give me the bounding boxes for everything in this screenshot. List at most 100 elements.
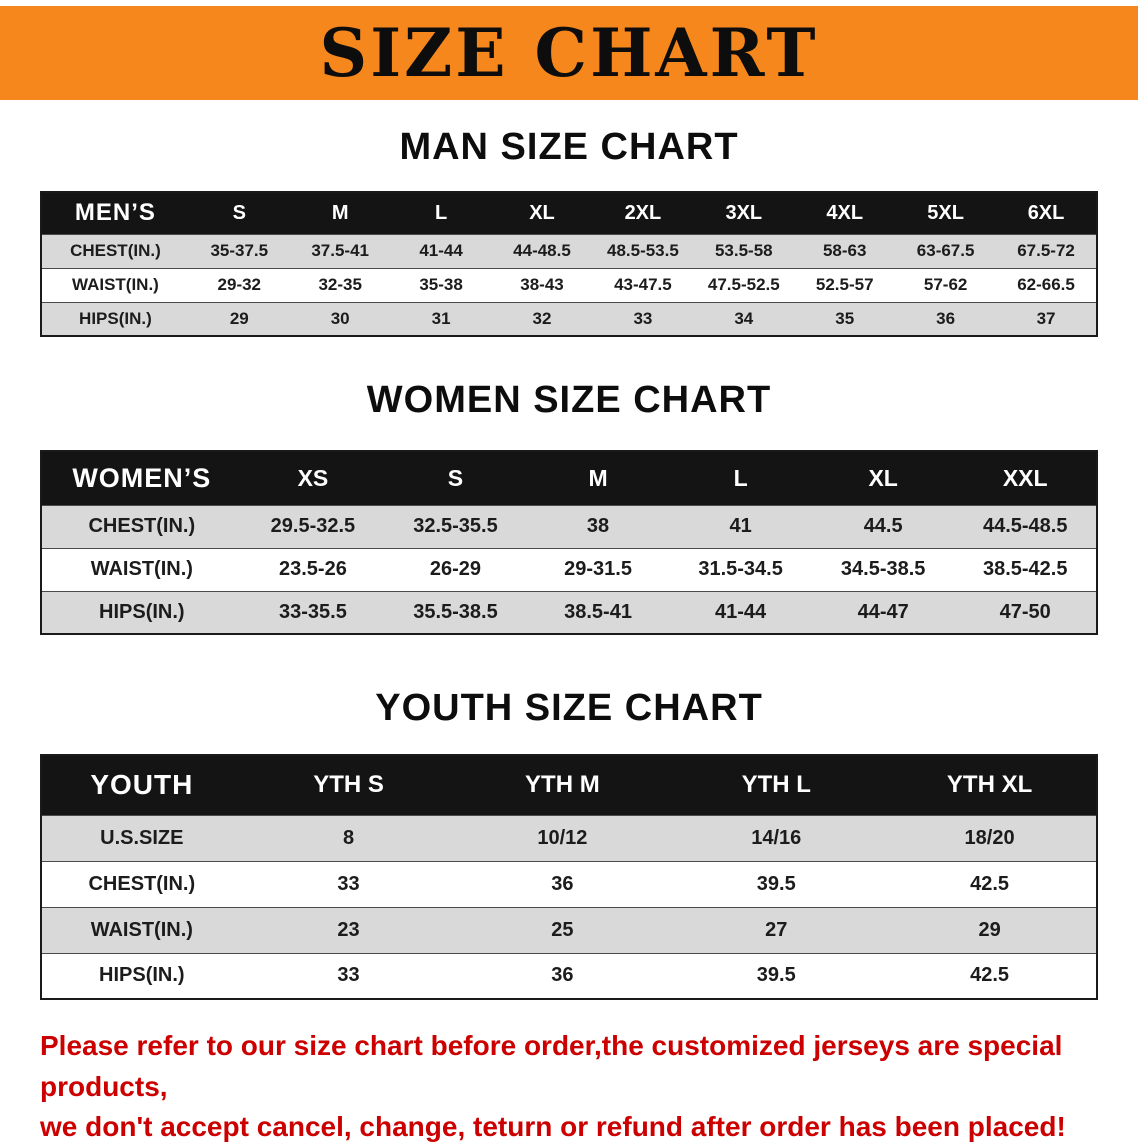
table-header-row: WOMEN’S XS S M L XL XXL [41, 451, 1097, 505]
table-row: CHEST(IN.) 33 36 39.5 42.5 [41, 861, 1097, 907]
table-row: WAIST(IN.) 29-32 32-35 35-38 38-43 43-47.5 47.… [41, 268, 1097, 302]
value-cell: 38.5-41 [564, 600, 632, 623]
size-header-cell: 6XL [1027, 201, 1065, 224]
women-section-heading: WOMEN SIZE CHART [366, 379, 772, 421]
value-cell: 52.5-57 [815, 275, 874, 294]
size-header-cell: YTH S [313, 771, 384, 799]
value-cell: 18/20 [964, 826, 1015, 849]
table-row: U.S.SIZE 8 10/12 14/16 18/20 [41, 815, 1097, 861]
row-label-cell: U.S.SIZE [100, 826, 184, 849]
value-cell: 53.5-58 [714, 241, 773, 260]
value-cell: 63-67.5 [916, 241, 975, 260]
value-cell: 33 [337, 964, 360, 987]
size-header-cell: 2XL [624, 201, 662, 224]
women-size-section: WOMEN SIZE CHART WOMEN’S XS S M L XL XXL CHEST(… [0, 379, 1138, 635]
row-label-cell: HIPS(IN.) [99, 964, 185, 987]
value-cell: 23.5-26 [278, 558, 347, 580]
value-cell: 33 [633, 308, 653, 328]
row-label-cell: HIPS(IN.) [79, 308, 152, 328]
value-cell: 29-31.5 [564, 558, 632, 580]
row-label-cell: WAIST(IN.) [71, 275, 159, 294]
value-cell: 29-32 [217, 275, 262, 294]
size-header-cell: XS [297, 464, 329, 491]
value-cell: 29 [978, 918, 1001, 941]
table-header-row: MEN’S S M L XL 2XL 3XL 4XL 5XL 6XL [41, 192, 1097, 234]
size-header-cell: XXL [1002, 464, 1048, 491]
value-cell: 23 [337, 918, 360, 941]
value-cell: 36 [551, 872, 574, 895]
value-cell: 32.5-35.5 [413, 515, 498, 537]
value-cell: 35 [835, 308, 855, 328]
table-row: CHEST(IN.) 29.5-32.5 32.5-35.5 38 41 44.5 44.5… [41, 505, 1097, 548]
value-cell: 8 [342, 826, 355, 849]
size-header-cell: L [434, 201, 448, 224]
table-title-cell: WOMEN’S [72, 462, 212, 493]
value-cell: 27 [765, 918, 788, 941]
youth-size-section: YOUTH SIZE CHART YOUTH YTH S YTH M YTH L YTH… [0, 687, 1138, 1000]
row-label-cell: CHEST(IN.) [70, 241, 161, 260]
value-cell: 10/12 [537, 826, 588, 849]
value-cell: 47.5-52.5 [707, 275, 780, 294]
value-cell: 39.5 [756, 872, 796, 895]
value-cell: 31 [431, 308, 451, 328]
value-cell: 26-29 [429, 558, 482, 580]
value-cell: 38.5-42.5 [982, 558, 1068, 580]
page-title: SIZE CHART [319, 14, 819, 92]
row-label-cell: CHEST(IN.) [88, 872, 196, 895]
value-cell: 36 [551, 964, 574, 987]
value-cell: 37 [1036, 308, 1056, 328]
value-cell: 47-50 [999, 600, 1051, 623]
value-cell: 36 [936, 308, 956, 328]
value-cell: 42.5 [970, 872, 1010, 895]
men-section-heading: MAN SIZE CHART [399, 126, 739, 168]
value-cell: 34.5-38.5 [840, 558, 926, 580]
value-cell: 30 [330, 308, 350, 328]
disclaimer-line-1: Please refer to our size chart before or… [40, 1030, 1063, 1102]
value-cell: 31.5-34.5 [698, 558, 783, 580]
value-cell: 58-63 [822, 241, 867, 260]
value-cell: 33 [337, 872, 360, 895]
size-header-cell: XL [868, 464, 898, 491]
size-header-cell: XL [529, 201, 555, 224]
youth-section-heading: YOUTH SIZE CHART [375, 687, 763, 729]
size-header-cell: M [331, 201, 349, 224]
value-cell: 43-47.5 [614, 275, 672, 294]
men-size-section: MAN SIZE CHART MEN’S S M L XL 2XL 3XL 4XL 5XL 6XL… [0, 126, 1138, 337]
value-cell: 35-37.5 [210, 241, 269, 260]
value-cell: 41-44 [419, 241, 463, 260]
size-header-cell: YTH M [525, 771, 600, 799]
size-header-cell: 5XL [927, 201, 964, 224]
size-header-cell: L [733, 464, 748, 491]
value-cell: 29.5-32.5 [270, 515, 356, 537]
value-cell: 41-44 [715, 600, 767, 623]
size-header-cell: 3XL [725, 201, 763, 224]
size-chart-page: SIZE CHART MAN SIZE CHART MEN’S S M L XL 2XL 3… [0, 6, 1138, 1142]
table-title-cell: MEN’S [74, 199, 156, 227]
value-cell: 39.5 [756, 964, 796, 987]
row-label-cell: CHEST(IN.) [88, 515, 196, 537]
table-row: WAIST(IN.) 23 25 27 29 [41, 907, 1097, 953]
table-header-row: YOUTH YTH S YTH M YTH L YTH XL [41, 755, 1097, 815]
value-cell: 33-35.5 [278, 600, 347, 623]
disclaimer-note: Please refer to our size chart before or… [40, 1026, 1098, 1148]
value-cell: 67.5-72 [1017, 241, 1075, 260]
size-header-cell: S [447, 464, 464, 491]
table-row: CHEST(IN.) 35-37.5 37.5-41 41-44 44-48.5 48.5… [41, 234, 1097, 268]
table-row: HIPS(IN.) 33 36 39.5 42.5 [41, 953, 1097, 999]
value-cell: 42.5 [970, 964, 1010, 987]
size-header-cell: S [232, 201, 246, 224]
men-size-table: MEN’S S M L XL 2XL 3XL 4XL 5XL 6XL CHEST(IN.) 35-37… [40, 191, 1098, 337]
value-cell: 48.5-53.5 [606, 241, 679, 260]
value-cell: 38 [586, 515, 610, 537]
value-cell: 32 [532, 308, 552, 328]
value-cell: 35-38 [419, 275, 463, 294]
row-label-cell: HIPS(IN.) [99, 600, 185, 623]
table-row: HIPS(IN.) 33-35.5 35.5-38.5 38.5-41 41-44 44-… [41, 591, 1097, 634]
value-cell: 35.5-38.5 [413, 600, 498, 623]
women-size-table: WOMEN’S XS S M L XL XXL CHEST(IN.) 29.5-32.5 32.5… [40, 450, 1098, 635]
value-cell: 41 [729, 515, 752, 537]
size-chart-banner: SIZE CHART [0, 6, 1138, 100]
table-row: HIPS(IN.) 29 30 31 32 33 34 35 36 37 [41, 302, 1097, 336]
row-label-cell: WAIST(IN.) [90, 558, 193, 580]
value-cell: 14/16 [751, 826, 802, 849]
